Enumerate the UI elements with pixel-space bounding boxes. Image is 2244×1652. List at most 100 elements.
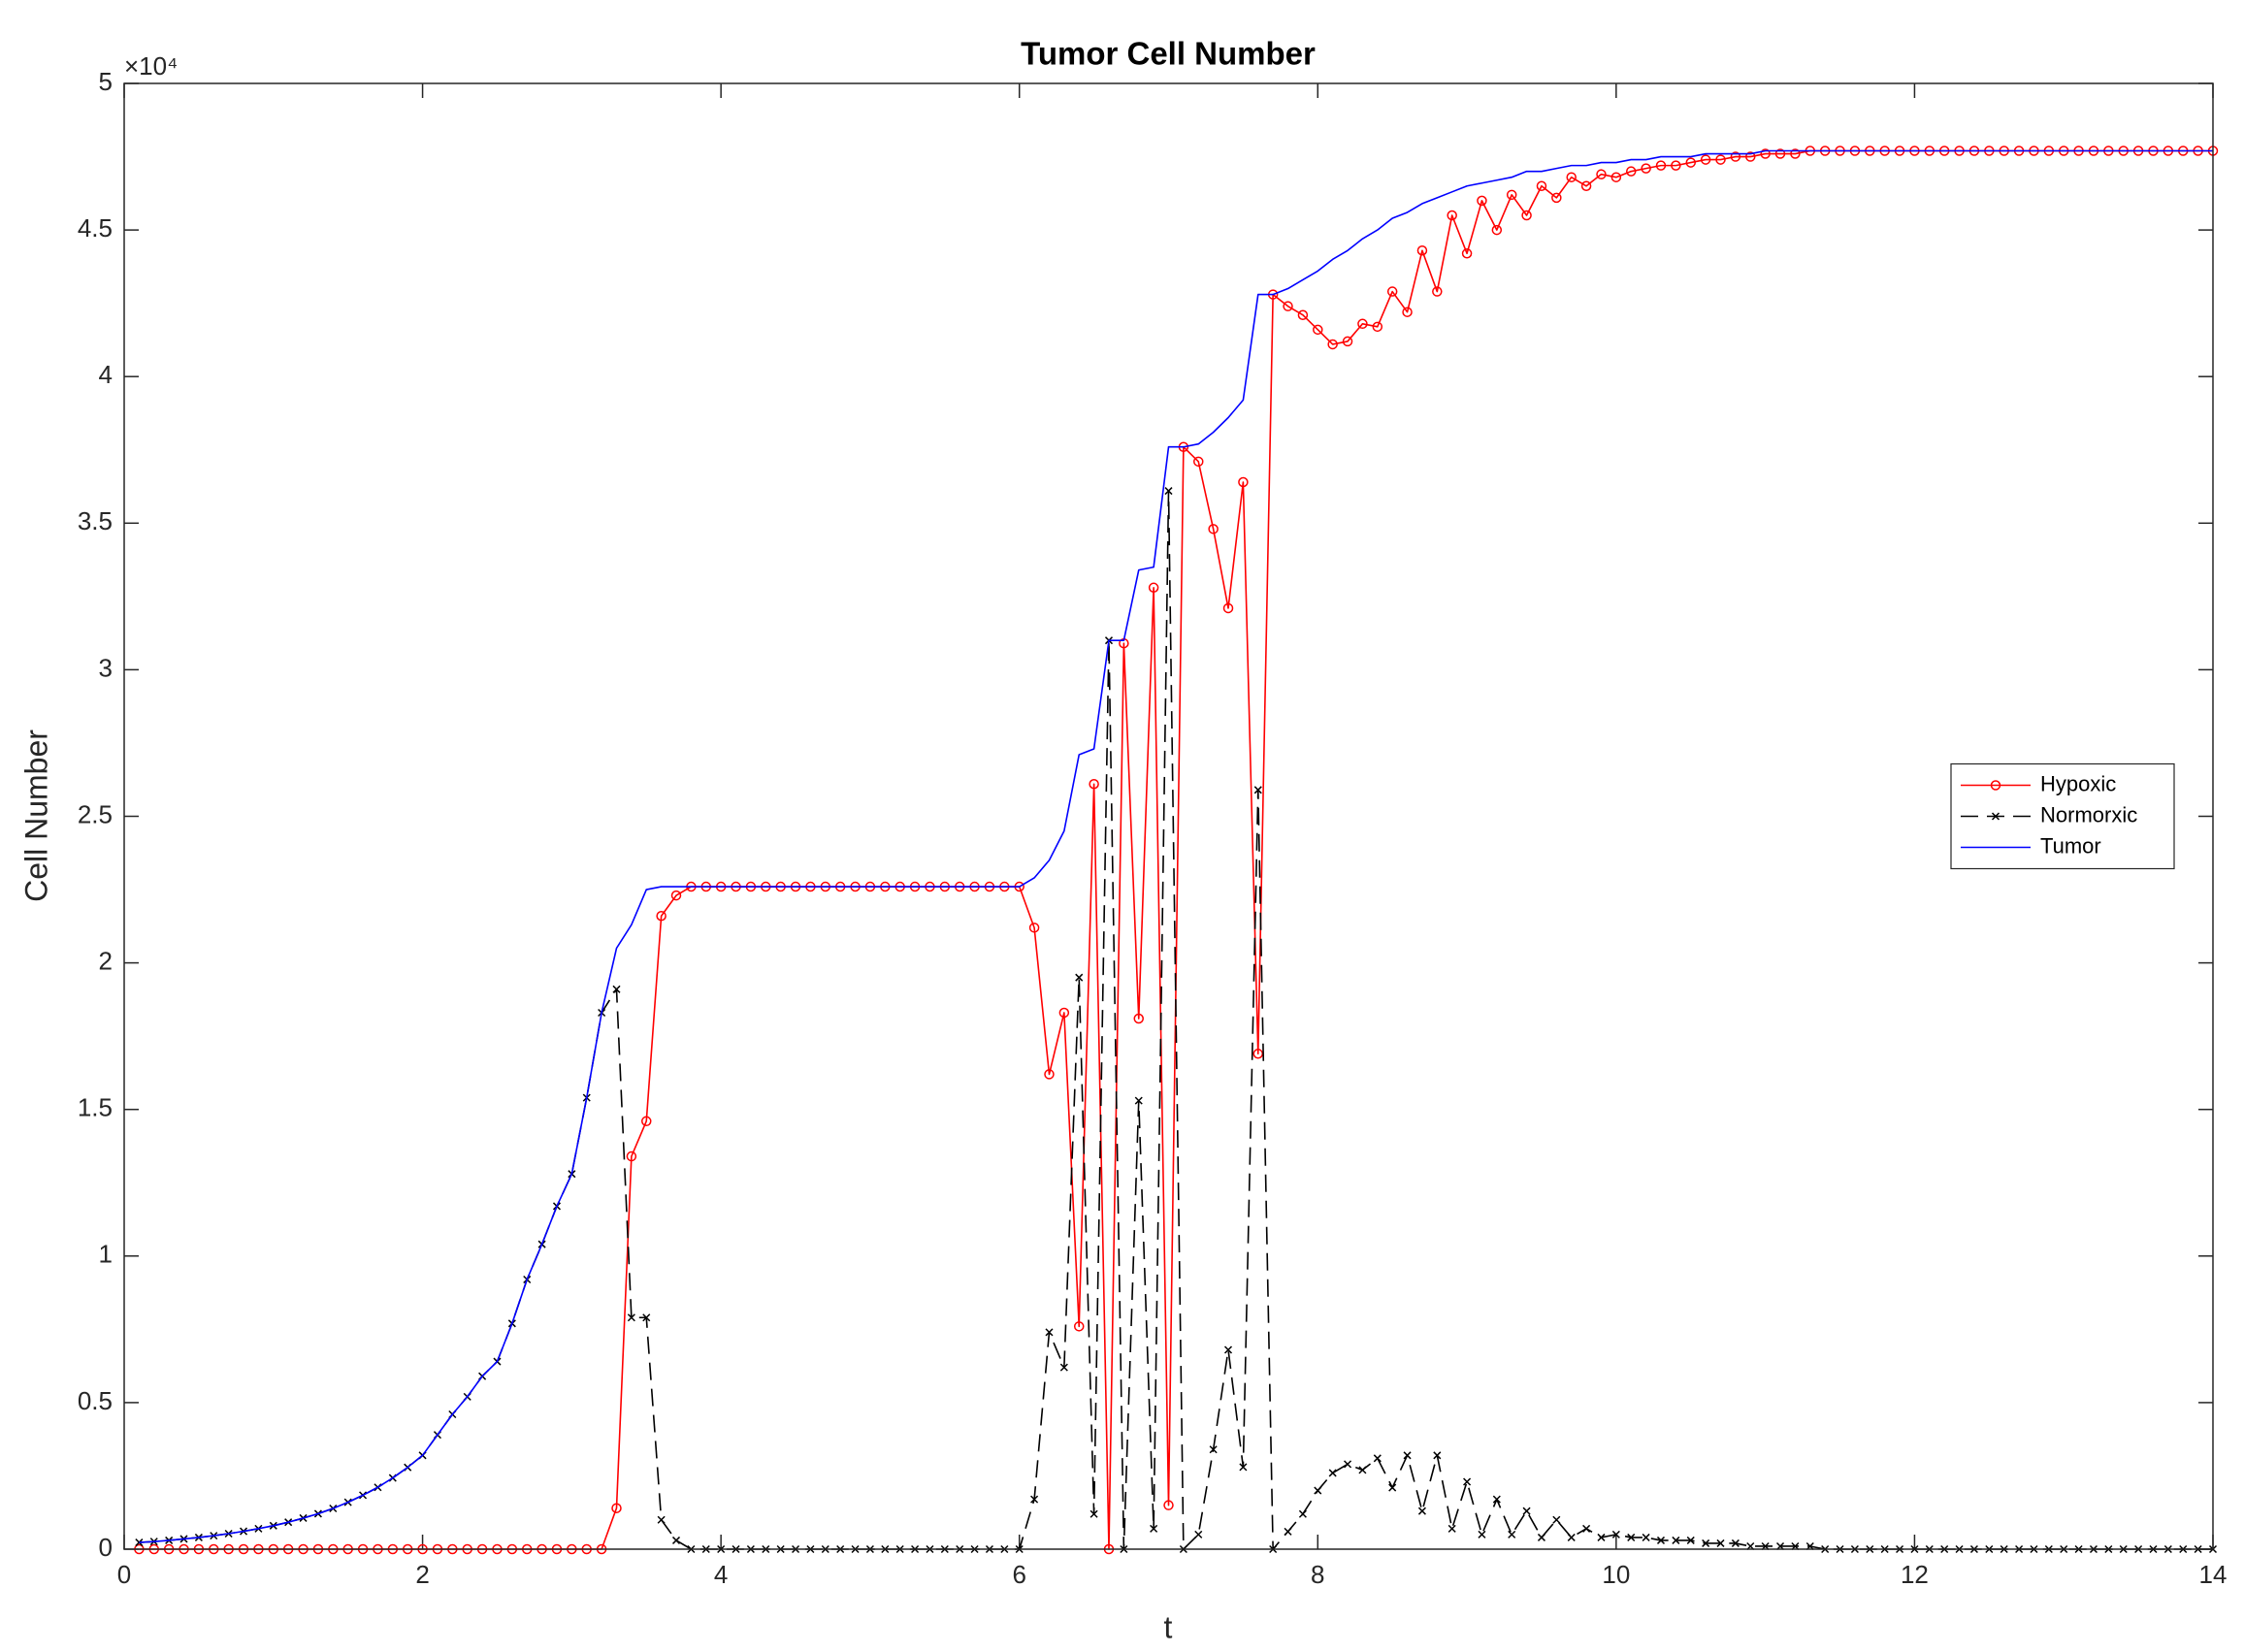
marker-x [1373, 1454, 1382, 1463]
marker-circle [1551, 192, 1562, 204]
marker-circle [1058, 1007, 1070, 1019]
x-tick-label: 14 [2199, 1560, 2228, 1589]
y-tick-label: 2.5 [78, 799, 113, 828]
marker-circle [1461, 248, 1473, 259]
marker-x [1059, 1363, 1068, 1372]
y-tick-label: 3 [99, 653, 113, 682]
marker-circle [1148, 582, 1159, 594]
marker-x [1164, 487, 1173, 496]
marker-circle [1402, 307, 1413, 317]
marker-circle [1566, 172, 1577, 182]
y-tick-label: 0 [99, 1533, 113, 1562]
marker-x [1567, 1533, 1576, 1541]
marker-x [1403, 1451, 1412, 1460]
marker-x [1597, 1533, 1606, 1541]
marker-circle [1297, 309, 1309, 320]
x-tick-label: 12 [1901, 1560, 1929, 1589]
marker-x [1045, 1328, 1054, 1337]
x-axis-label: t [1164, 1609, 1173, 1644]
marker-x [1194, 1530, 1203, 1539]
marker-x [1716, 1539, 1725, 1547]
marker-circle [1477, 195, 1487, 207]
marker-x [1508, 1530, 1516, 1539]
marker-circle [626, 1150, 637, 1162]
marker-circle [1447, 210, 1457, 221]
marker-x [1611, 1530, 1620, 1539]
marker-x [1537, 1533, 1545, 1541]
marker-x [1656, 1536, 1666, 1544]
y-tick-label: 1 [99, 1240, 113, 1269]
marker-x [1089, 1509, 1098, 1518]
marker-x [1134, 1096, 1143, 1105]
marker-x [1522, 1506, 1531, 1515]
marker-x [627, 1313, 635, 1322]
y-tick-label: 5 [99, 67, 113, 96]
marker-circle [1089, 779, 1099, 790]
marker-x [1417, 1506, 1426, 1515]
x-tick-label: 0 [117, 1560, 131, 1589]
x-tick-label: 10 [1602, 1560, 1630, 1589]
marker-circle [1386, 286, 1398, 297]
marker-circle [1028, 923, 1040, 933]
marker-circle [1745, 151, 1756, 162]
x-tick-label: 6 [1012, 1560, 1025, 1589]
marker-circle [1133, 1013, 1144, 1024]
marker-circle [1506, 189, 1517, 201]
marker-circle [1641, 163, 1651, 174]
marker-x [1478, 1530, 1486, 1539]
x-tick-label: 8 [1311, 1560, 1324, 1589]
marker-circle [1730, 151, 1741, 162]
marker-x [1552, 1515, 1561, 1524]
marker-circle [1580, 180, 1592, 192]
marker-circle [1536, 180, 1547, 192]
marker-circle [1700, 154, 1711, 165]
legend-marker [1990, 780, 2001, 791]
marker-circle [641, 1116, 652, 1127]
marker-x [1253, 786, 1262, 794]
marker-x [1582, 1524, 1591, 1533]
legend-label: Tumor [2040, 833, 2101, 858]
marker-x [1433, 1451, 1442, 1460]
marker-circle [1715, 154, 1726, 165]
marker-x [1344, 1460, 1352, 1469]
marker-circle [1491, 224, 1503, 236]
series-line [139, 149, 2213, 1543]
y-tick-label: 4 [99, 360, 113, 389]
marker-circle [1283, 301, 1293, 311]
marker-circle [1521, 210, 1532, 221]
chart-title: Tumor Cell Number [1021, 36, 1316, 72]
marker-x [657, 1515, 666, 1524]
marker-x [1463, 1477, 1472, 1486]
series-group [139, 149, 2213, 1543]
legend-marker [1991, 812, 2000, 821]
marker-x [1492, 1495, 1501, 1504]
y-exponent: ×10⁴ [124, 51, 178, 81]
marker-x [1328, 1469, 1337, 1477]
marker-circle [1163, 1500, 1174, 1510]
marker-circle [1327, 339, 1338, 350]
marker-x [1642, 1533, 1650, 1541]
marker-x [1388, 1483, 1397, 1492]
marker-circle [1193, 456, 1204, 468]
marker-x [1627, 1533, 1636, 1541]
marker-x [1447, 1524, 1456, 1533]
y-tick-label: 0.5 [78, 1386, 113, 1415]
y-axis-label: Cell Number [18, 729, 53, 902]
marker-circle [1760, 148, 1771, 159]
marker-circle [1610, 172, 1622, 182]
marker-circle [1625, 166, 1637, 177]
marker-circle [1432, 286, 1443, 297]
marker-circle [1313, 324, 1323, 336]
y-tick-label: 4.5 [78, 213, 113, 243]
marker-circle [1073, 1321, 1085, 1332]
marker-x [1686, 1536, 1695, 1544]
marker-x [1672, 1536, 1680, 1544]
marker-circle [670, 890, 682, 901]
marker-x [612, 985, 621, 993]
marker-circle [1790, 148, 1801, 159]
marker-circle [1222, 602, 1234, 614]
marker-circle [1357, 318, 1368, 330]
marker-x [1239, 1463, 1248, 1472]
marker-x [1358, 1466, 1367, 1474]
